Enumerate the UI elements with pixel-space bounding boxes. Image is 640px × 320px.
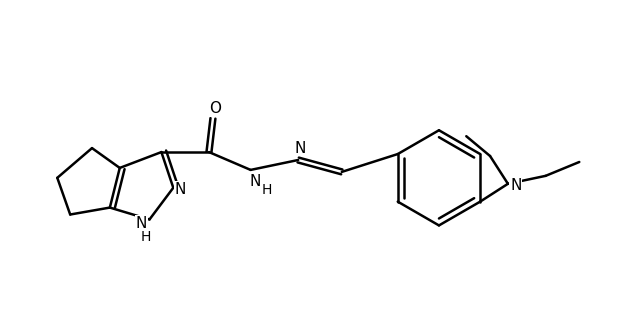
Text: H: H [140,230,150,244]
Text: N: N [136,216,147,231]
Text: O: O [209,101,221,116]
Text: N: N [510,178,522,193]
Text: N: N [294,140,306,156]
Text: N: N [250,174,261,189]
Text: N: N [175,182,186,197]
Text: H: H [261,183,271,197]
